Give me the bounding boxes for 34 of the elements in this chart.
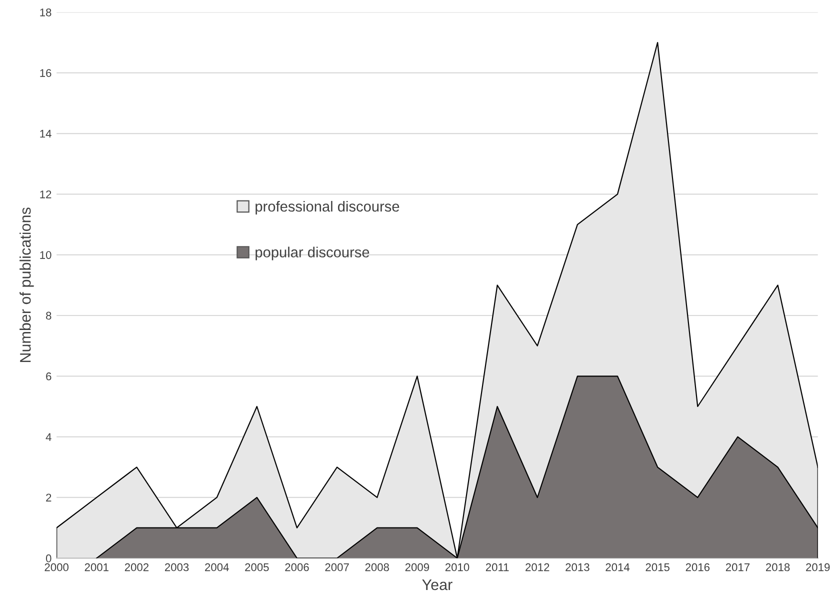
x-tick-label: 2009 xyxy=(405,563,430,572)
x-tick-label: 2000 xyxy=(44,563,68,572)
x-tick-label: 2012 xyxy=(526,563,550,572)
y-tick-label: 16 xyxy=(40,69,52,77)
x-axis-title: Year xyxy=(422,579,452,590)
x-tick-label: 2005 xyxy=(245,563,269,572)
y-tick-label: 18 xyxy=(40,8,52,16)
x-tick-label: 2011 xyxy=(486,563,509,572)
x-tick-label: 2015 xyxy=(646,563,670,572)
x-tick-label: 2006 xyxy=(285,563,309,572)
legend-label: professional discourse xyxy=(256,200,400,215)
x-tick-label: 2014 xyxy=(606,563,630,572)
y-axis-title: Number of publications xyxy=(20,208,34,362)
x-tick-label: 2003 xyxy=(164,563,189,572)
x-tick-label: 2018 xyxy=(766,563,790,572)
x-tick-label: 2007 xyxy=(325,563,349,572)
x-tick-label: 2002 xyxy=(124,563,149,572)
x-tick-label: 2019 xyxy=(806,563,830,572)
legend-label: popular discourse xyxy=(256,246,370,260)
x-tick-label: 2004 xyxy=(205,563,229,572)
x-tick-label: 2017 xyxy=(726,563,750,572)
x-tick-label: 2016 xyxy=(686,563,710,572)
y-tick-label: 2 xyxy=(46,494,52,502)
y-tick-label: 14 xyxy=(40,130,52,138)
y-tick-label: 6 xyxy=(46,372,52,380)
y-tick-label: 12 xyxy=(40,190,52,198)
x-tick-label: 2013 xyxy=(566,563,590,572)
x-tick-label: 2001 xyxy=(84,563,108,572)
x-tick-label: 2008 xyxy=(365,563,389,572)
y-tick-label: 10 xyxy=(40,251,52,259)
y-tick-label: 4 xyxy=(46,433,52,441)
y-tick-label: 8 xyxy=(46,312,52,320)
x-tick-label: 2010 xyxy=(445,563,470,572)
y-tick-label: 0 xyxy=(46,554,52,562)
